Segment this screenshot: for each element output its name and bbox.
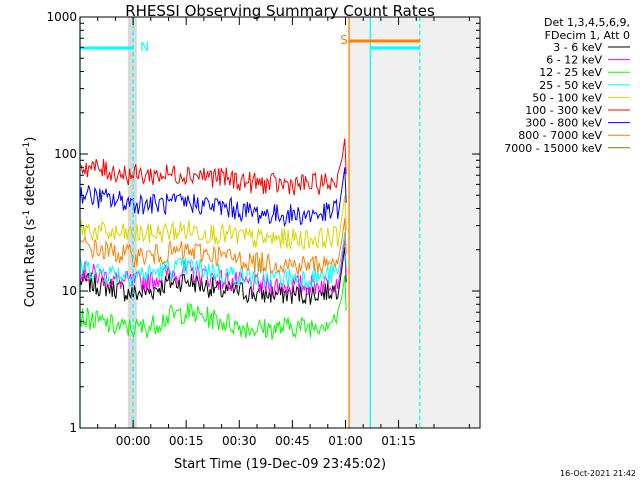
legend-label-0: 3 - 6 keV bbox=[553, 41, 602, 54]
y-tick-label: 10 bbox=[62, 284, 77, 298]
annotation-label: S bbox=[340, 33, 348, 47]
annotation-label: N bbox=[140, 40, 149, 54]
legend-label-1: 6 - 12 keV bbox=[546, 54, 602, 67]
x-tick-label: 00:30 bbox=[222, 434, 257, 448]
y-tick-label: 100 bbox=[54, 147, 77, 161]
series-line-3 bbox=[79, 231, 347, 290]
x-axis-label: Start Time (19-Dec-09 23:45:02) bbox=[174, 457, 386, 472]
legend-label-6: 300 - 800 keV bbox=[525, 117, 602, 130]
series-line-2 bbox=[79, 275, 347, 340]
legend-label-7: 800 - 7000 keV bbox=[518, 129, 602, 142]
y-label-sup-b: -1 bbox=[22, 142, 32, 151]
x-tick-label: 01:00 bbox=[328, 434, 363, 448]
render-timestamp: 16-Oct-2021 21:42 bbox=[560, 469, 636, 478]
shade-region bbox=[348, 17, 480, 428]
x-tick-label: 01:15 bbox=[381, 434, 416, 448]
y-label-c: ) bbox=[23, 137, 38, 142]
series-line-6 bbox=[79, 167, 347, 228]
x-tick-label: 00:15 bbox=[169, 434, 204, 448]
legend-header-line-2: FDecim 1, Att 0 bbox=[545, 29, 630, 42]
series-line-0 bbox=[79, 246, 347, 305]
x-tick-label: 00:00 bbox=[116, 434, 151, 448]
legend-header-line-1: Det 1,3,4,5,6,9, bbox=[544, 16, 630, 29]
x-tick-label: 00:45 bbox=[275, 434, 310, 448]
legend-label-8: 7000 - 15000 keV bbox=[504, 142, 602, 155]
series-line-5 bbox=[79, 138, 347, 196]
series-line-7 bbox=[79, 218, 347, 276]
shade-region bbox=[127, 17, 137, 428]
y-axis-label: Count Rate (s-1 detector-1) bbox=[22, 137, 38, 308]
chart-title: RHESSI Observing Summary Count Rates bbox=[125, 2, 435, 20]
series-line-4 bbox=[79, 195, 347, 250]
legend-label-5: 100 - 300 keV bbox=[525, 104, 602, 117]
legend-label-4: 50 - 100 keV bbox=[532, 91, 602, 104]
y-tick-label: 1 bbox=[69, 421, 77, 435]
y-tick-label: 1000 bbox=[46, 10, 77, 24]
legend-label-3: 25 - 50 keV bbox=[539, 79, 602, 92]
legend-label-2: 12 - 25 keV bbox=[539, 66, 602, 79]
plot-frame bbox=[79, 16, 481, 429]
y-label-sup-a: -1 bbox=[22, 210, 32, 219]
y-label-b: detector bbox=[23, 150, 38, 210]
y-label-a: Count Rate (s bbox=[23, 219, 38, 308]
